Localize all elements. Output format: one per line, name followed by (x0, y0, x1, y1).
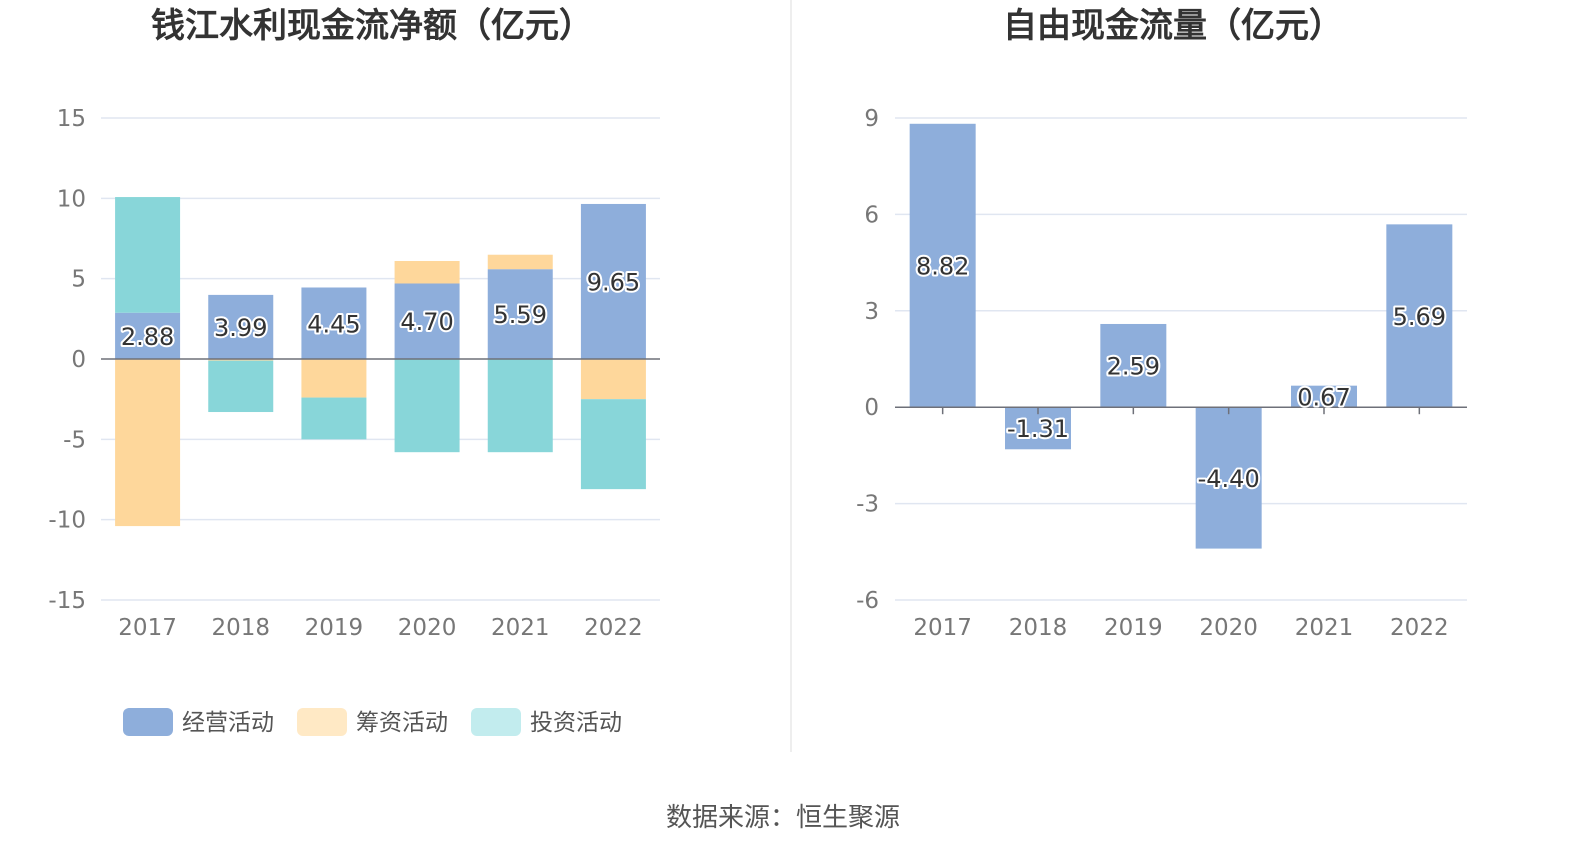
chart1-bar-segment (487, 254, 553, 270)
chart2-x-tick-label: 2021 (1295, 615, 1354, 641)
chart2-y-tick-label: 9 (864, 106, 879, 132)
chart1-bar-segment (487, 269, 553, 359)
chart1-x-tick-label: 2018 (211, 615, 270, 641)
chart2-y-tick-label: 6 (864, 202, 879, 228)
chart1-bar-segment (208, 359, 274, 361)
chart1-bar-segment (487, 359, 553, 453)
chart2-y-tick-label: 0 (864, 395, 879, 421)
chart1-y-tick-label: 5 (71, 267, 86, 293)
chart1-y-tick-label: 15 (57, 106, 86, 132)
chart1-data-label: 9.65 (587, 268, 640, 296)
chart1-plot: 15 10 5 0 -5 -10 -15 2017 2018 2019 2020 2021 2022 2.… (48, 106, 660, 641)
chart2-bar (1100, 323, 1167, 408)
chart1-data-label: 5.59 (494, 301, 547, 329)
chart1-bar-segment (115, 312, 181, 359)
chart1-x-tick-label: 2020 (398, 615, 457, 641)
chart1-x-tick-label: 2017 (118, 615, 177, 641)
chart2-x-tick-label: 2018 (1009, 615, 1068, 641)
chart1-data-label: 3.99 (214, 314, 267, 342)
chart2-y-tick-label: 3 (864, 299, 879, 325)
chart1-data-label: 2.88 (121, 323, 174, 351)
chart2-plot: 9 6 3 0 -3 -6 2017 2018 2019 2020 2021 2022 8.82 -1.3… (856, 106, 1467, 641)
chart2-bar (909, 123, 976, 408)
chart2-data-label: 2.59 (1107, 353, 1160, 381)
legend-label: 投资活动 (530, 710, 622, 736)
chart1-bar-segment (394, 283, 460, 359)
chart2-x-tick-label: 2017 (913, 615, 972, 641)
chart2-data-label: -1.31 (1007, 415, 1069, 443)
chart1-title: 钱江水利现金流净额（亿元） (151, 6, 593, 46)
chart2-data-label: 8.82 (916, 252, 969, 280)
chart2-x-tick-label: 2020 (1199, 615, 1258, 641)
chart1-bar-segment (115, 359, 181, 527)
chart2-title: 自由现金流量（亿元） (1003, 6, 1343, 46)
chart1-x-tick-label: 2019 (305, 615, 364, 641)
chart1-bar-segment (208, 360, 274, 413)
chart1-legend: 经营活动 筹资活动 投资活动 (123, 708, 622, 736)
chart1-y-tick-label: 10 (57, 186, 86, 212)
chart1-bar-segment (580, 399, 646, 490)
chart2-data-label: -4.40 (1198, 465, 1260, 493)
chart1-y-tick-label: -10 (48, 508, 86, 534)
chart1-bar-segment (394, 260, 460, 284)
chart2-data-label: 5.69 (1393, 303, 1446, 331)
chart1-bar-segment (301, 359, 367, 398)
chart1-data-label: 4.45 (307, 310, 360, 338)
chart1-bar-segment (580, 203, 646, 359)
chart2-bar (1386, 224, 1453, 408)
legend-swatch (297, 708, 347, 736)
chart1-bar-segment (115, 197, 181, 313)
chart2-x-tick-label: 2019 (1104, 615, 1163, 641)
chart2-data-label: 0.67 (1297, 383, 1350, 411)
chart1-y-tick-label: 0 (71, 347, 86, 373)
chart1-bar-segment (208, 294, 274, 359)
chart1-bar-segment (301, 287, 367, 359)
chart1-y-tick-label: -15 (48, 588, 86, 614)
chart2-bar (1291, 385, 1357, 408)
chart1-bar-segment (394, 359, 460, 453)
chart1-y-tick-label: -5 (63, 427, 86, 453)
chart1-bar-segment (301, 397, 367, 440)
chart2-x-tick-label: 2022 (1390, 615, 1449, 641)
legend-swatch (471, 708, 521, 736)
chart1-x-tick-label: 2021 (491, 615, 550, 641)
chart2-bar (1005, 407, 1071, 450)
chart2-y-tick-label: -3 (856, 492, 879, 518)
chart1-bar-segment (580, 359, 646, 400)
chart1-data-label: 4.70 (400, 308, 453, 336)
chart2-bar (1195, 407, 1262, 549)
legend-swatch (123, 708, 173, 736)
legend-label: 筹资活动 (356, 710, 448, 736)
chart2-y-tick-label: -6 (856, 588, 879, 614)
legend-label: 经营活动 (182, 710, 274, 736)
chart1-x-tick-label: 2022 (584, 615, 643, 641)
source-text: 数据来源：恒生聚源 (666, 803, 900, 833)
